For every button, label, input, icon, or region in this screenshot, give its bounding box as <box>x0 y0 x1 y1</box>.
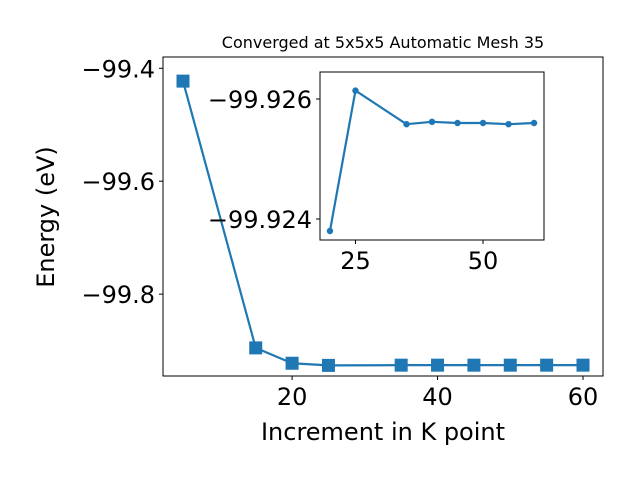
main-y-tick-label: −99.4 <box>81 55 155 83</box>
inset-data-point <box>428 118 436 126</box>
y-axis-label: Energy (eV) <box>32 146 60 288</box>
inset-data-point <box>352 87 359 94</box>
main-data-point <box>249 341 263 355</box>
inset-data-point <box>403 121 410 128</box>
main-x-tick-label: 40 <box>422 383 453 411</box>
inset-y-tick-label: −99.924 <box>208 206 312 234</box>
inset-y-tick-label: −99.926 <box>208 86 312 114</box>
inset-series-line <box>328 89 535 232</box>
inset-plot-frame <box>319 71 545 241</box>
x-axis-label: Increment in K point <box>261 418 505 446</box>
inset-x-tick-label: 50 <box>468 247 499 275</box>
main-plot-frame <box>162 56 604 377</box>
main-data-point <box>467 358 481 372</box>
inset-data-point <box>479 119 487 127</box>
inset-data-point <box>530 119 538 127</box>
main-data-point <box>540 358 554 372</box>
main-data-point <box>431 358 445 372</box>
inset-data-point <box>454 119 461 127</box>
main-data-point <box>576 358 590 372</box>
main-data-point <box>176 74 190 88</box>
inset-x-tick-label: 25 <box>340 247 371 275</box>
inset-data-point <box>505 121 512 128</box>
inset-background <box>320 72 544 240</box>
main-x-tick-label: 60 <box>568 383 599 411</box>
main-data-point <box>503 358 517 372</box>
main-data-point <box>394 358 408 372</box>
main-series-line <box>181 80 583 367</box>
main-y-tick-label: −99.8 <box>81 281 155 309</box>
main-x-tick-label: 20 <box>277 383 308 411</box>
chart-title: Converged at 5x5x5 Automatic Mesh 35 <box>222 33 544 52</box>
inset-data-point <box>326 227 334 235</box>
main-data-point <box>285 356 299 370</box>
inset-plot: 25 50 −99.926 −99.924 <box>208 86 538 275</box>
main-plot: 20 40 60 −99.4 −99.6 −99.8 <box>81 55 598 411</box>
main-data-point <box>321 358 335 372</box>
main-y-tick-label: −99.6 <box>81 168 155 196</box>
